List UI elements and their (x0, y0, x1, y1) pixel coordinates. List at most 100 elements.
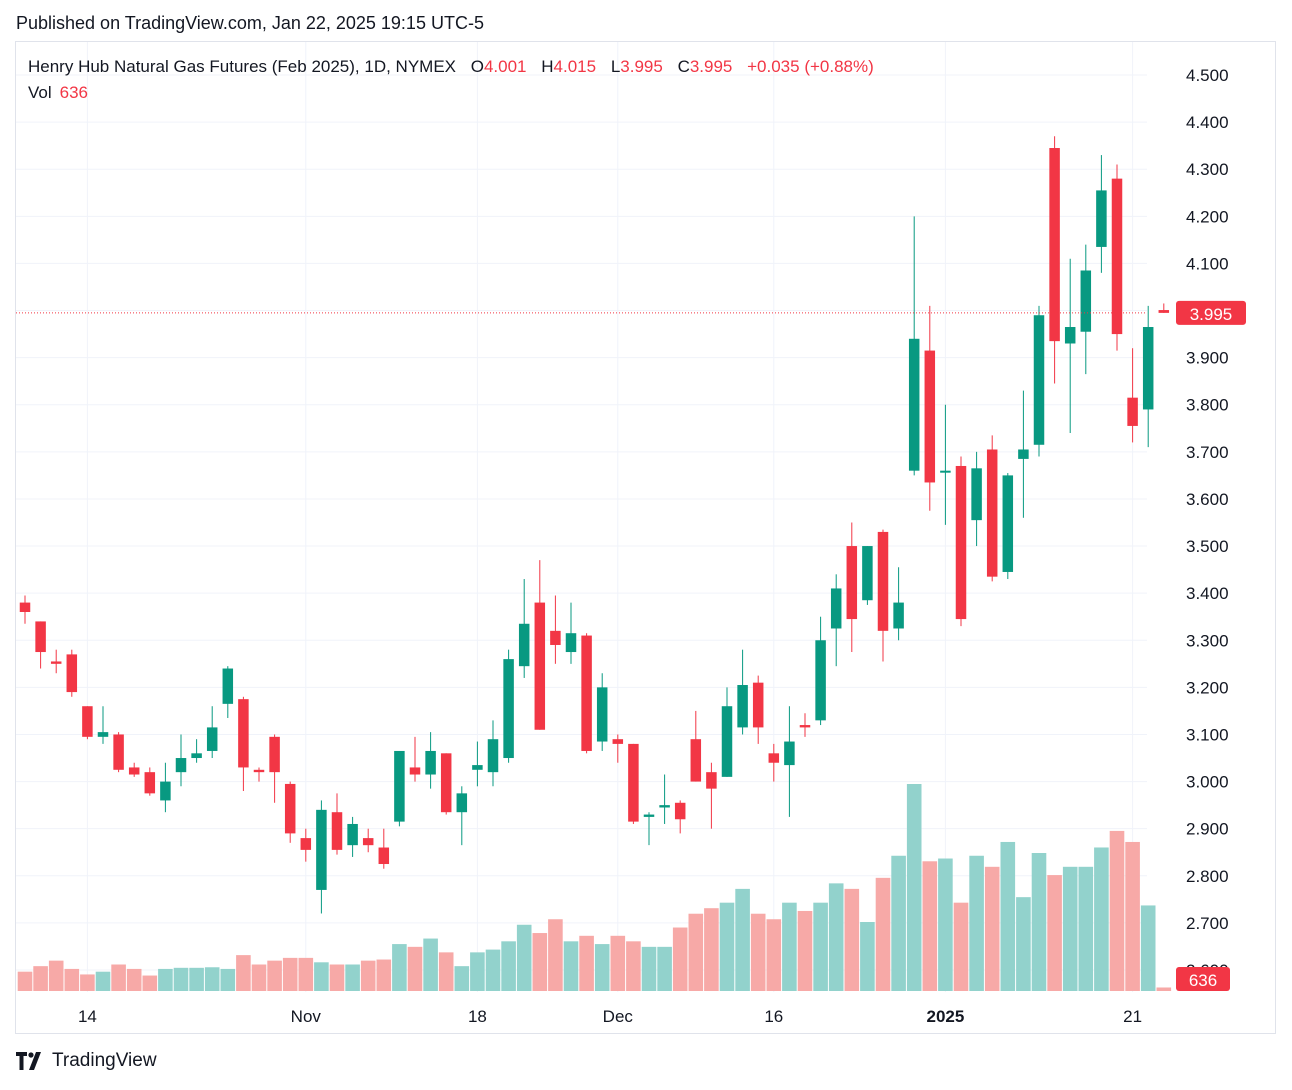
candle-body (893, 602, 904, 629)
candle-body (1002, 475, 1014, 572)
candle-body (1049, 148, 1060, 342)
candle-body (456, 793, 468, 813)
volume-bar (33, 966, 48, 991)
candle-body (472, 765, 483, 770)
tradingview-logo[interactable]: TradingView (16, 1050, 157, 1072)
candle-body (752, 682, 764, 728)
candle-body (144, 772, 156, 794)
candle-body (815, 640, 826, 721)
high-label: H (541, 57, 554, 76)
volume-bar (95, 971, 111, 991)
volume-bar (704, 908, 719, 991)
candle-body (784, 741, 795, 766)
candle-body (300, 838, 312, 850)
candle-body (175, 758, 187, 773)
candle-body (1096, 190, 1107, 247)
candle-body (924, 350, 936, 483)
candle-body (877, 531, 889, 631)
volume-bar (142, 975, 158, 991)
candle-body (908, 338, 920, 471)
candle-body (721, 706, 733, 777)
candle-body (160, 781, 171, 801)
volume-bar (797, 910, 813, 991)
candle-body (1142, 327, 1154, 410)
volume-bar (1109, 830, 1125, 991)
candle-body (1064, 327, 1076, 344)
volume-bar (298, 957, 314, 991)
volume-bar (938, 858, 953, 991)
candle-body (269, 736, 280, 773)
volume-bar (953, 902, 969, 991)
candle-body (222, 668, 234, 704)
candle-body (1111, 178, 1123, 335)
y-tick-label: 3.500 (1186, 537, 1229, 556)
y-tick-label: 4.100 (1186, 254, 1229, 273)
volume-bar (282, 957, 298, 991)
volume-bar (1016, 897, 1031, 991)
volume-bars (17, 784, 1172, 991)
candle-body (128, 767, 140, 775)
candle-body (50, 661, 62, 664)
candle-body (799, 725, 811, 728)
volume-bar (875, 877, 891, 991)
price-markers: 3.995 636 (16, 300, 1246, 991)
y-tick-label: 4.300 (1186, 160, 1229, 179)
volume-bar (17, 971, 33, 991)
candle-body (82, 706, 93, 737)
last-price-label: 3.995 (1190, 305, 1233, 324)
candle-body (206, 727, 218, 751)
volume-bar (376, 959, 392, 991)
candle-body (534, 602, 546, 730)
y-tick-label: 3.900 (1186, 349, 1229, 368)
volume-bar (470, 952, 485, 991)
symbol-title: Henry Hub Natural Gas Futures (Feb 2025)… (28, 57, 456, 76)
open-value: 4.001 (483, 57, 527, 76)
low-value: 3.995 (620, 57, 663, 76)
candle-body (1158, 310, 1170, 313)
candle-body (487, 739, 499, 773)
candle-body (394, 750, 405, 822)
volume-bar (735, 888, 750, 991)
volume-bar (891, 855, 906, 991)
volume-bar (828, 883, 844, 991)
volume-bar (111, 964, 126, 991)
volume-bar (1156, 987, 1172, 991)
candle-body (97, 732, 109, 737)
volume-bar (345, 964, 360, 991)
volume-bar (532, 933, 548, 991)
volume-bar (48, 960, 64, 991)
x-tick-label: 16 (764, 1007, 783, 1026)
volume-legend: Vol 636 (28, 83, 88, 103)
candle-body (565, 633, 577, 653)
candle-body (1018, 449, 1029, 459)
x-tick-label: 14 (78, 1007, 97, 1026)
volume-bar (860, 922, 875, 991)
volume-bar (158, 968, 173, 991)
candle-body (971, 468, 982, 521)
candle-body (331, 812, 343, 850)
candle-body (316, 809, 327, 890)
x-tick-label: 2025 (926, 1007, 964, 1026)
y-tick-label: 4.500 (1186, 66, 1229, 85)
volume-bar (485, 949, 501, 991)
volume-bar (813, 902, 828, 991)
x-axis: 14 Nov 18 Dec 16 2025 21 (78, 1007, 1142, 1026)
y-tick-label: 3.300 (1186, 631, 1229, 650)
candle-body (425, 750, 436, 775)
high-value: 4.015 (553, 57, 597, 76)
y-tick-label: 3.100 (1186, 725, 1229, 744)
y-tick-label: 3.000 (1186, 773, 1229, 792)
volume-bar (423, 938, 438, 991)
volume-bar (267, 960, 282, 991)
tradingview-logo-icon (16, 1052, 41, 1070)
volume-bar (782, 902, 797, 991)
candle-body (940, 470, 951, 473)
volume-bar (220, 968, 236, 991)
volume-bar (1125, 841, 1140, 991)
y-tick-label: 4.200 (1186, 207, 1229, 226)
y-tick-label: 2.900 (1186, 820, 1229, 839)
y-tick-label: 2.700 (1186, 914, 1229, 933)
last-price-marker (1176, 300, 1246, 325)
volume-bar (984, 866, 1000, 991)
